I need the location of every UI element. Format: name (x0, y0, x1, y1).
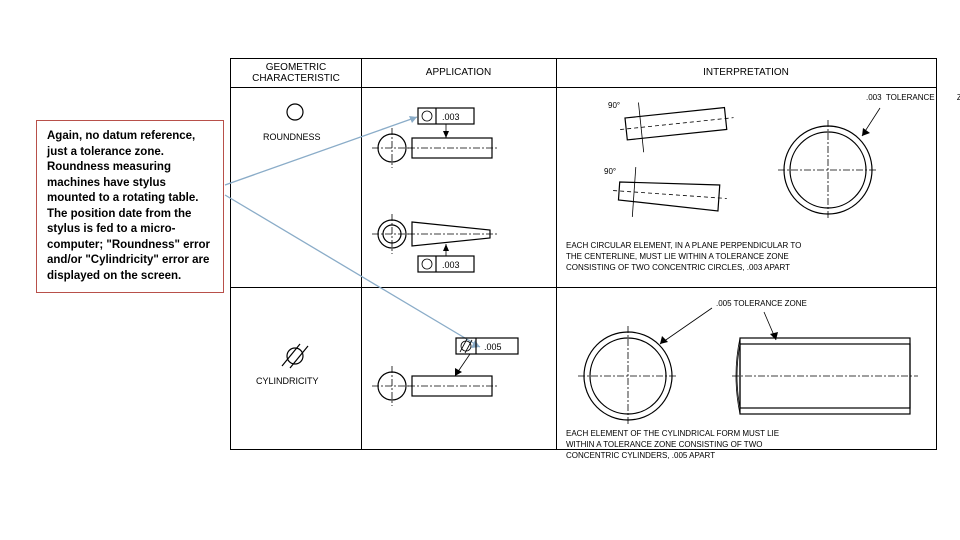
svg-text:90°: 90° (604, 167, 616, 176)
cylindricity-application: .005 (372, 338, 518, 406)
roundness-interp-text: EACH CIRCULAR ELEMENT, IN A PLANE PERPEN… (566, 241, 812, 272)
cylindricity-interp-text: EACH ELEMENT OF THE CYLINDRICAL FORM MUS… (566, 429, 790, 460)
roundness-interp-circles: .003 TOLERANCE ZONE (778, 93, 960, 220)
svg-text:90°: 90° (608, 101, 620, 110)
cylindricity-interp-cylinder (732, 312, 918, 414)
roundness-symbol: ROUNDNESS (263, 104, 321, 142)
svg-text:ROUNDNESS: ROUNDNESS (263, 132, 321, 142)
svg-text:.003: .003 (442, 112, 460, 122)
svg-text:.005: .005 (484, 342, 502, 352)
caption-arrow-1 (225, 116, 417, 185)
roundness-app-top: .003 (372, 108, 498, 168)
svg-text:CYLINDRICITY: CYLINDRICITY (256, 376, 319, 386)
cylindricity-symbol: CYLINDRICITY (256, 344, 319, 386)
roundness-interp-rects: 90° 90° (604, 93, 736, 224)
drawings-layer: ROUNDNESS .003 .003 (0, 0, 960, 540)
svg-text:.005 TOLERANCE ZONE: .005 TOLERANCE ZONE (716, 299, 807, 308)
cylindricity-interp-circles: .005 TOLERANCE ZONE (578, 299, 807, 426)
svg-text:.003: .003 (442, 260, 460, 270)
roundness-app-bottom: .003 (372, 214, 498, 272)
svg-text:.003 TOLERANCE ZONE: .003 TOLERANCE ZONE (866, 93, 960, 102)
